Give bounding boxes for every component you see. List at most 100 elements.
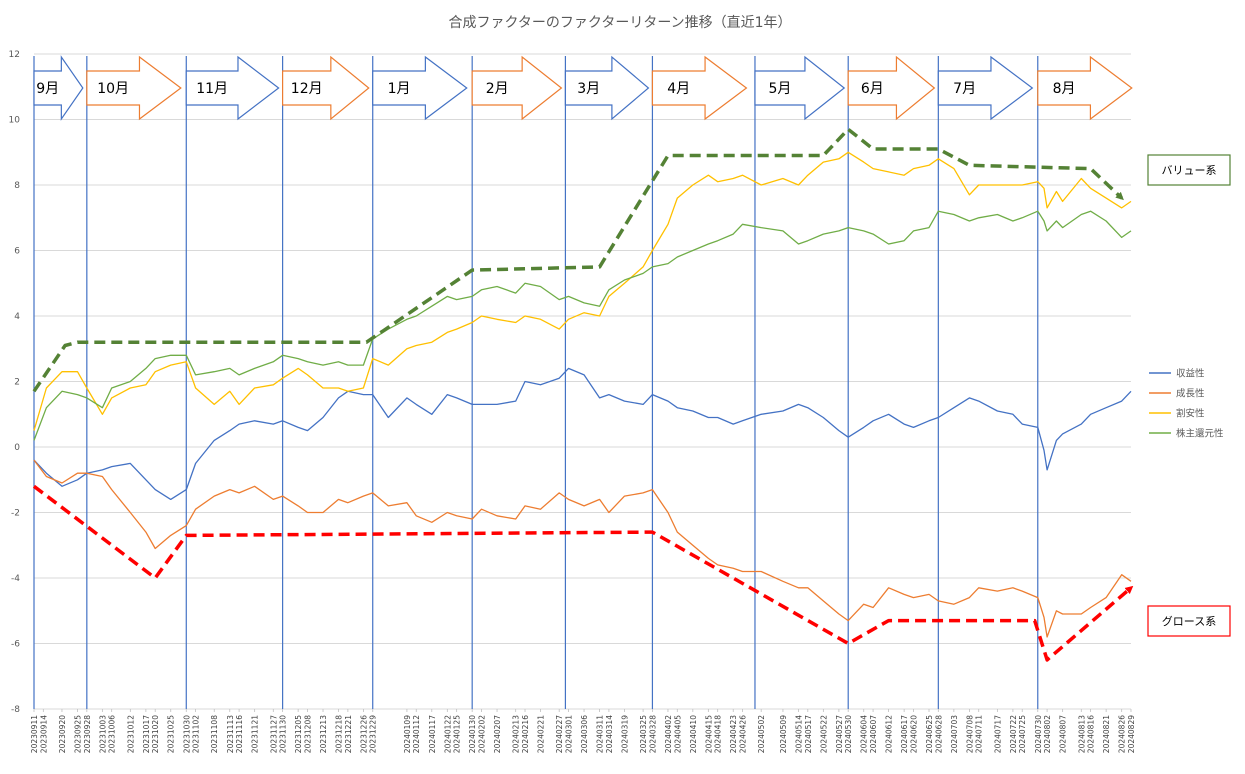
x-tick-label: 20231006 xyxy=(108,715,117,753)
x-tick-label: 20231116 xyxy=(235,715,244,753)
y-tick-label: -4 xyxy=(11,574,20,584)
x-tick-label: 20240109 xyxy=(403,715,412,753)
x-tick-label: 20240125 xyxy=(453,715,462,753)
month-label: 11月 xyxy=(196,81,228,97)
x-tick-label: 20240325 xyxy=(639,715,648,753)
x-tick-label: 20231226 xyxy=(359,715,368,753)
month-label: 8月 xyxy=(1053,81,1076,97)
x-tick-label: 20240207 xyxy=(493,715,502,753)
x-tick-label: 20240402 xyxy=(664,715,673,753)
x-tick-label: 20240410 xyxy=(689,715,698,753)
x-tick-label: 20240813 xyxy=(1077,715,1086,753)
annotation-box xyxy=(1147,605,1231,637)
month-label: 9月 xyxy=(36,81,59,97)
x-tick-label: 20230911 xyxy=(30,715,39,753)
x-tick-label: 20231130 xyxy=(279,715,288,753)
x-tick-label: 20240530 xyxy=(844,715,853,753)
x-tick-label: 20240216 xyxy=(521,715,530,753)
x-tick-label: 20240802 xyxy=(1043,715,1052,753)
y-tick-label: 10 xyxy=(9,116,21,126)
series-line xyxy=(33,367,1132,501)
month-label: 4月 xyxy=(667,81,690,97)
x-tick-label: 20240527 xyxy=(835,715,844,753)
x-tick-label: 20230920 xyxy=(58,715,67,753)
x-tick-label: 20240703 xyxy=(950,715,959,753)
x-tick-label: 20240730 xyxy=(1034,715,1043,753)
x-tick-label: 20240612 xyxy=(885,715,894,753)
x-tick-label: 20240514 xyxy=(794,715,803,753)
month-arrow xyxy=(282,55,370,121)
month-arrow xyxy=(372,55,468,121)
month-label: 5月 xyxy=(768,81,791,97)
month-arrow xyxy=(937,55,1034,121)
x-tick-label: 20240426 xyxy=(739,715,748,753)
series-line xyxy=(33,151,1132,431)
y-tick-label: 4 xyxy=(14,312,20,322)
x-tick-label: 20231017 xyxy=(142,715,151,753)
x-tick-label: 20231012 xyxy=(126,715,135,753)
series-line xyxy=(33,459,1132,638)
month-label: 1月 xyxy=(388,81,411,97)
x-tick-label: 20231121 xyxy=(251,715,260,753)
x-tick-label: 20240314 xyxy=(605,715,614,753)
month-arrow xyxy=(754,55,846,121)
x-tick-label: 20240418 xyxy=(714,715,723,753)
y-tick-label: 6 xyxy=(14,247,20,257)
month-arrow xyxy=(564,55,650,121)
month-arrow xyxy=(33,55,84,121)
x-tick-label: 20231030 xyxy=(182,715,191,753)
x-tick-label: 20231102 xyxy=(192,715,201,753)
x-tick-label: 20240722 xyxy=(1009,715,1018,753)
legend-entry: 株主還元性 xyxy=(1176,428,1224,440)
legend-entry: 収益性 xyxy=(1176,368,1205,380)
legend-entry: 成長性 xyxy=(1176,388,1205,400)
x-tick-label: 20231127 xyxy=(269,715,278,753)
x-tick-label: 20231205 xyxy=(294,715,303,753)
x-tick-label: 20240112 xyxy=(412,715,421,753)
month-arrow xyxy=(1037,55,1133,121)
y-tick-label: -8 xyxy=(11,705,20,715)
x-tick-label: 20231218 xyxy=(335,715,344,753)
x-tick-label: 20231229 xyxy=(369,715,378,753)
x-tick-label: 20240725 xyxy=(1018,715,1027,753)
x-tick-label: 20240328 xyxy=(648,715,657,753)
month-label: 7月 xyxy=(953,81,976,97)
series-line xyxy=(33,210,1132,441)
x-tick-label: 20240717 xyxy=(993,715,1002,753)
month-arrow xyxy=(86,55,182,121)
x-tick-label: 20240227 xyxy=(555,715,564,753)
x-tick-label: 20240221 xyxy=(537,715,546,753)
month-arrow xyxy=(471,55,563,121)
y-tick-label: 8 xyxy=(14,181,20,191)
y-tick-label: 12 xyxy=(9,50,20,60)
x-tick-label: 20240821 xyxy=(1102,715,1111,753)
x-tick-label: 20240130 xyxy=(468,715,477,753)
x-tick-label: 20240604 xyxy=(860,715,869,753)
x-tick-label: 20240311 xyxy=(596,715,605,753)
annotation-label: グロース系 xyxy=(1162,614,1216,628)
y-tick-label: -6 xyxy=(11,640,20,650)
x-tick-label: 20240625 xyxy=(925,715,934,753)
x-tick-label: 20240607 xyxy=(869,715,878,753)
x-tick-label: 20240122 xyxy=(443,715,452,753)
x-tick-label: 20231213 xyxy=(319,715,328,753)
x-tick-label: 20240617 xyxy=(900,715,909,753)
x-tick-label: 20231113 xyxy=(226,715,235,753)
x-tick-label: 20231208 xyxy=(303,715,312,753)
x-tick-label: 20240405 xyxy=(673,715,682,753)
x-tick-label: 20240517 xyxy=(804,715,813,753)
x-tick-label: 20240829 xyxy=(1127,715,1136,753)
x-tick-label: 20231221 xyxy=(344,715,353,753)
trend-arrow xyxy=(32,127,1124,393)
month-label: 2月 xyxy=(486,81,509,97)
x-tick-label: 20240301 xyxy=(565,715,574,753)
y-tick-label: 2 xyxy=(14,378,20,388)
annotation-label: バリュー系 xyxy=(1162,164,1217,177)
month-label: 6月 xyxy=(861,81,884,97)
x-tick-label: 20240319 xyxy=(620,715,629,753)
x-tick-label: 20231020 xyxy=(151,715,160,753)
x-tick-label: 20240306 xyxy=(580,715,589,753)
x-tick-label: 20240202 xyxy=(478,715,487,753)
